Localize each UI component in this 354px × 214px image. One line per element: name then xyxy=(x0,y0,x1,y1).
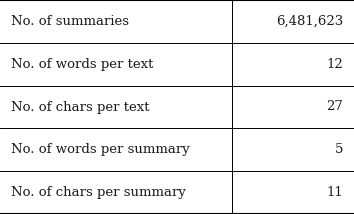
Text: 5: 5 xyxy=(335,143,343,156)
Text: No. of words per summary: No. of words per summary xyxy=(11,143,189,156)
Text: 11: 11 xyxy=(327,186,343,199)
Text: 12: 12 xyxy=(327,58,343,71)
Text: No. of summaries: No. of summaries xyxy=(11,15,129,28)
Text: 27: 27 xyxy=(326,101,343,113)
Text: No. of chars per text: No. of chars per text xyxy=(11,101,149,113)
Text: No. of words per text: No. of words per text xyxy=(11,58,153,71)
Text: 6,481,623: 6,481,623 xyxy=(276,15,343,28)
Text: No. of chars per summary: No. of chars per summary xyxy=(11,186,185,199)
